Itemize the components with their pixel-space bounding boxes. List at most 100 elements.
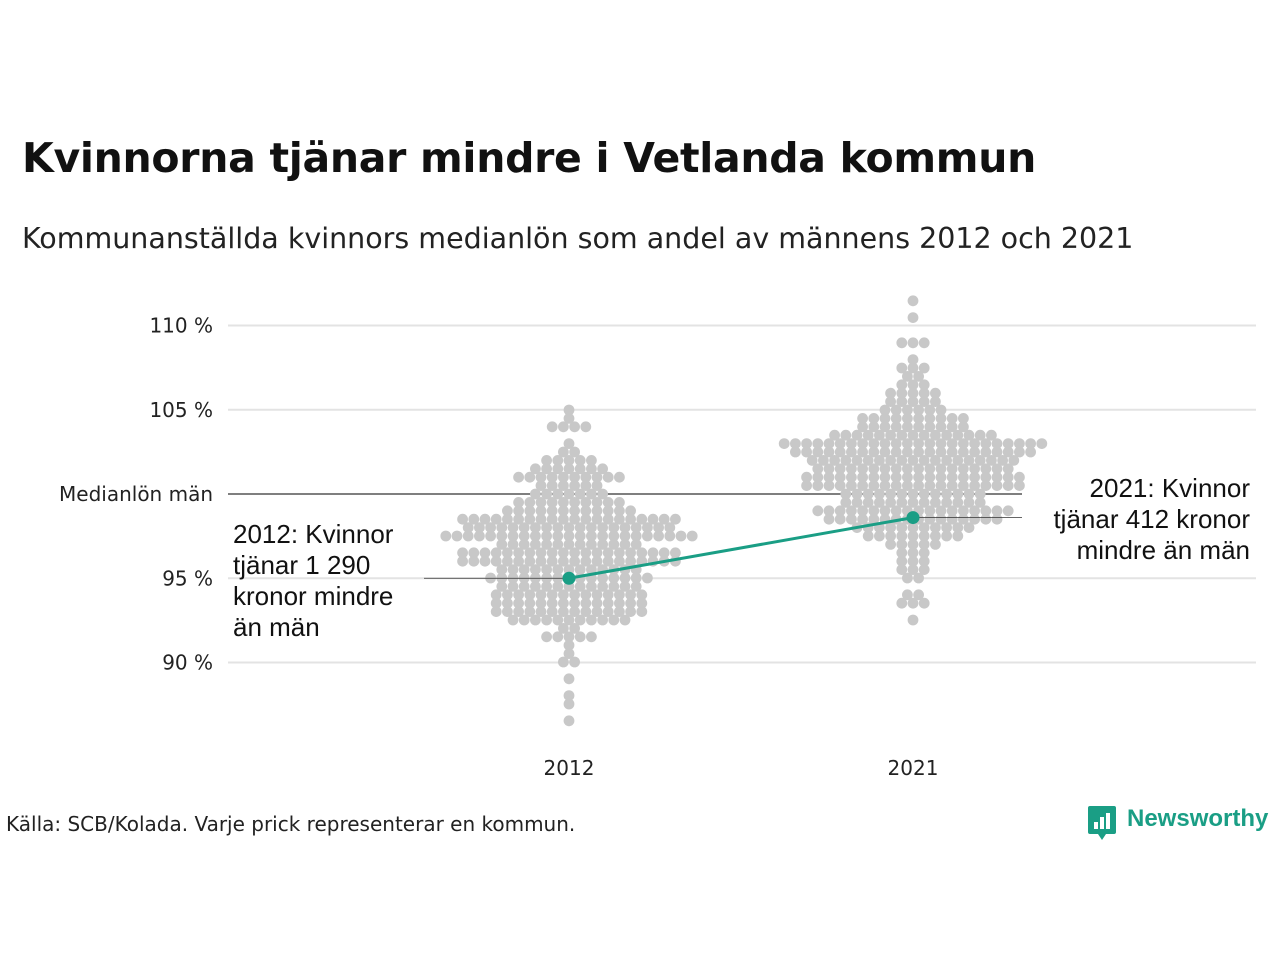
municipality-dot <box>902 572 913 584</box>
municipality-dot <box>946 446 958 458</box>
municipality-dot <box>502 555 513 567</box>
municipality-dot <box>907 539 919 550</box>
municipality-dot <box>806 455 818 466</box>
municipality-dot <box>647 547 659 559</box>
municipality-dot <box>502 606 513 617</box>
municipality-dot <box>524 589 536 601</box>
municipality-dot <box>574 455 586 466</box>
municipality-dot <box>868 513 880 525</box>
municipality-dot <box>812 446 824 458</box>
municipality-dot <box>991 463 1003 475</box>
municipality-dot <box>935 446 947 458</box>
municipality-dot <box>597 522 608 533</box>
municipality-dot <box>630 522 642 533</box>
municipality-dot <box>563 522 575 533</box>
municipality-dot <box>597 572 608 584</box>
municipality-dot <box>586 455 597 466</box>
municipality-dot <box>580 480 592 491</box>
municipality-dot <box>591 497 603 508</box>
municipality-dot <box>546 497 558 508</box>
municipality-dot <box>552 455 564 466</box>
municipality-dot <box>558 505 569 517</box>
municipality-dot <box>524 505 536 517</box>
municipality-dot <box>930 530 941 542</box>
municipality-dot <box>597 539 608 550</box>
municipality-dot <box>918 337 930 349</box>
municipality-dot <box>614 589 625 601</box>
municipality-dot <box>580 589 592 601</box>
municipality-dot <box>546 421 558 433</box>
municipality-dot <box>930 396 941 407</box>
newsworthy-logo[interactable]: Newsworthy <box>1087 803 1269 843</box>
municipality-dot <box>642 572 653 584</box>
municipality-dot <box>686 530 698 542</box>
municipality-dot <box>946 463 958 475</box>
municipality-dot <box>614 513 625 525</box>
municipality-dot <box>946 513 958 525</box>
municipality-dot <box>608 522 620 533</box>
municipality-dot <box>546 513 558 525</box>
municipality-dot <box>907 379 919 391</box>
municipality-dot <box>918 429 930 441</box>
municipality-dot <box>924 513 936 525</box>
municipality-dot <box>834 505 846 517</box>
municipality-dot <box>513 547 524 559</box>
municipality-dot <box>840 488 852 500</box>
municipality-dot <box>1002 505 1014 517</box>
municipality-dot <box>625 589 636 601</box>
municipality-dot <box>1002 446 1014 458</box>
municipality-dot <box>913 421 924 433</box>
municipality-dot <box>1014 438 1025 449</box>
municipality-dot <box>496 530 508 542</box>
brand-name: Newsworthy <box>1127 805 1269 832</box>
municipality-dot <box>468 555 480 567</box>
municipality-dot <box>546 555 558 567</box>
municipality-dot <box>857 505 868 517</box>
municipality-dot <box>586 488 597 500</box>
municipality-dot <box>569 547 580 559</box>
municipality-dot <box>563 698 575 710</box>
municipality-dot <box>823 480 835 491</box>
municipality-dot <box>991 505 1003 517</box>
municipality-dot <box>647 513 659 525</box>
municipality-dot <box>574 631 586 643</box>
municipality-dot <box>902 421 913 433</box>
municipality-dot <box>913 463 924 475</box>
municipality-dot <box>597 463 608 475</box>
municipality-dot <box>935 505 947 517</box>
municipality-dot <box>462 522 474 533</box>
municipality-dot <box>614 471 625 483</box>
municipality-dot <box>653 522 664 533</box>
municipality-dot <box>670 547 681 559</box>
municipality-dot <box>597 530 608 542</box>
municipality-dot <box>890 446 902 458</box>
municipality-dot <box>913 371 924 382</box>
x-tick-label: 2021 <box>888 756 939 780</box>
municipality-dot <box>801 480 812 491</box>
municipality-dot <box>1008 455 1020 466</box>
municipality-dot <box>541 614 552 626</box>
municipality-dot <box>580 547 592 559</box>
municipality-dot <box>586 581 597 592</box>
municipality-dot <box>862 530 874 542</box>
municipality-dot <box>902 404 913 416</box>
municipality-dot <box>935 480 947 491</box>
municipality-dot <box>541 530 552 542</box>
municipality-dot <box>874 429 885 441</box>
municipality-dot <box>513 471 524 483</box>
municipality-dot <box>490 589 502 601</box>
municipality-dot <box>619 530 631 542</box>
municipality-dot <box>552 530 564 542</box>
municipality-dot <box>535 589 547 601</box>
municipality-dot <box>868 413 880 424</box>
municipality-dot <box>868 421 880 433</box>
municipality-dot <box>862 497 874 508</box>
municipality-dot <box>958 471 969 483</box>
x-tick-label: 2012 <box>544 756 595 780</box>
municipality-dot <box>879 446 891 458</box>
municipality-dot <box>496 522 508 533</box>
municipality-dot <box>558 497 569 508</box>
municipality-dot <box>602 589 614 601</box>
municipality-dot <box>558 555 569 567</box>
municipality-dot <box>563 639 575 651</box>
